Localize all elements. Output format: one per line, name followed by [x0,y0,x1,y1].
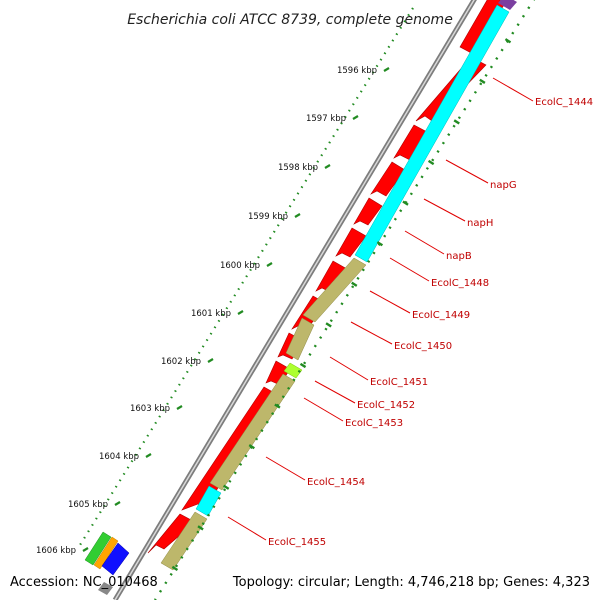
gene-label-3: napB [446,251,472,262]
gene-label-10: EcolC_1454 [307,477,365,488]
outer-major-tick-7 [176,405,183,410]
scale-label-9: 1605 kbp [68,500,108,510]
cog-feature-purple [498,0,517,10]
inner-major-tick [325,322,332,328]
inner-major-tick [248,444,255,450]
cog-feature-khaki-2 [209,373,296,491]
cog-feature-cyan-0 [354,4,510,263]
gene-leader-line-0 [492,77,534,102]
gene-leader-line-10 [265,456,306,481]
cog-ring [160,0,517,571]
cog-feature-cyan-1 [195,485,222,517]
outer-major-tick-8 [145,453,152,458]
scale-label-3: 1599 kbp [248,212,288,222]
inner-major-tick [427,159,435,166]
accession-text: Accession: NC_010468 [10,575,158,590]
gene-label-2: napH [467,218,493,229]
outer-major-tick-9 [114,501,121,506]
cds-ring [147,0,506,554]
scale-label-7: 1603 kbp [130,404,170,414]
inner-major-tick [504,38,512,44]
gene-leader-line-5 [369,290,411,314]
outer-tick-marks [82,67,390,552]
gene-label-9: EcolC_1453 [345,418,403,429]
gene-label-8: EcolC_1452 [357,400,415,411]
backbone [112,0,477,600]
scale-label-8: 1604 kbp [99,452,139,462]
gene-labels: EcolC_1444 napG napH napB EcolC_1448 EcolC_14… [227,77,593,548]
scale-labels: 1596 kbp 1597 kbp 1598 kbp 1599 kbp 1600 kbp… [36,66,377,556]
outer-dotted-ring [79,7,414,546]
gene-leader-line-1 [445,159,489,184]
gene-label-7: EcolC_1451 [370,377,428,388]
gene-leader-line-2 [423,198,466,222]
inner-major-tick [274,403,281,409]
scale-label-2: 1598 kbp [278,163,318,173]
cds-feature-4 [353,197,383,226]
gene-label-11: EcolC_1455 [268,537,326,548]
map-title: Escherichia coli ATCC 8739, complete gen… [127,12,453,28]
inner-major-tick [479,78,486,84]
outer-major-tick-10 [82,547,89,552]
cog-feature-khaki-0 [302,257,367,323]
scale-label-10: 1606 kbp [36,546,76,556]
gene-label-1: napG [490,180,517,191]
gene-label-0: EcolC_1444 [535,97,593,108]
outer-major-tick-4 [266,262,273,267]
gene-leader-line-6 [350,321,393,345]
gene-leader-line-3 [404,230,445,255]
cog-feature-khaki-3 [160,511,208,571]
inner-major-tick [171,565,179,572]
outer-major-tick-5 [237,310,244,315]
outer-major-tick-0 [383,67,390,72]
gene-leader-line-7 [329,356,369,381]
scale-label-6: 1602 kbp [161,357,201,367]
inner-major-tick [453,119,460,125]
inner-major-tick [197,525,204,531]
inner-major-tick [376,241,384,247]
inner-tick-marks [171,38,512,572]
cds-feature-5 [335,227,367,258]
gene-leader-line-4 [389,257,430,282]
inner-major-tick [351,281,358,287]
outer-major-tick-2 [324,164,331,169]
scale-label-4: 1600 kbp [220,261,260,271]
inner-major-tick [402,200,409,206]
outer-major-tick-1 [352,115,359,120]
gene-label-5: EcolC_1449 [412,310,470,321]
genome-summary-text: Topology: circular; Length: 4,746,218 bp… [232,575,590,590]
gene-leader-line-9 [303,397,344,422]
scale-label-5: 1601 kbp [191,309,231,319]
scale-label-0: 1596 kbp [337,66,377,76]
outer-major-tick-6 [207,358,214,363]
cds-feature-3 [370,161,406,197]
cog-feature-khaki-1 [285,317,315,361]
outer-major-tick-3 [294,213,301,218]
inner-major-tick [222,484,230,490]
cog-feature-lime [283,362,303,379]
features-bottom-left [84,531,130,595]
gene-label-4: EcolC_1448 [431,278,489,289]
gene-leader-line-8 [314,380,356,404]
scale-label-1: 1597 kbp [306,114,346,124]
inner-dotted-ring [153,0,536,600]
gene-leader-line-11 [227,516,267,541]
inner-major-tick [299,362,307,369]
gene-label-6: EcolC_1450 [394,341,452,352]
